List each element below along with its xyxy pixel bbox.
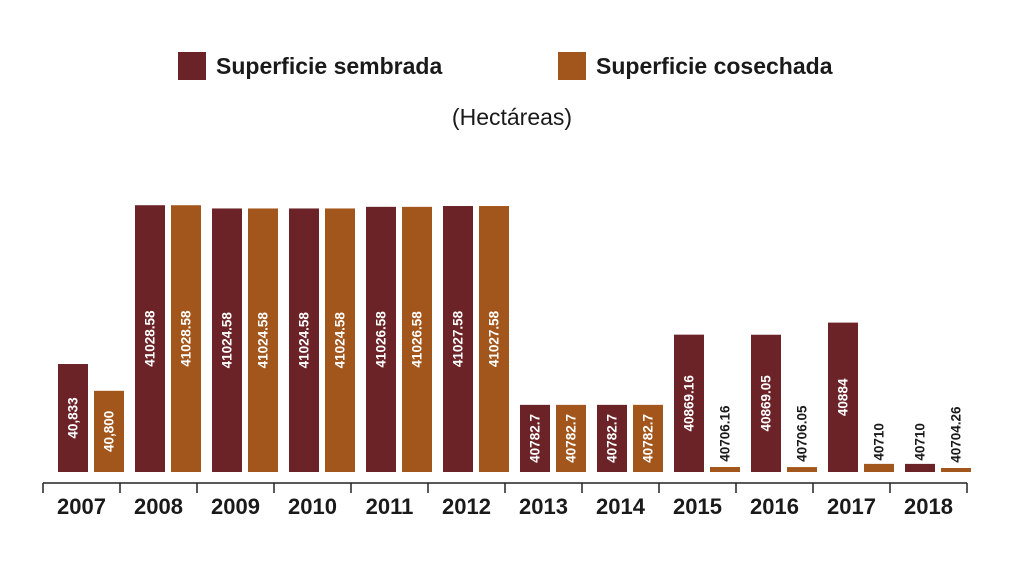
- legend: Superficie sembrada Superficie cosechada: [0, 52, 1024, 88]
- x-tick-label-2007: 2007: [57, 494, 106, 519]
- bar-sembrada-2016: [751, 334, 781, 472]
- data-label-sembrada-2014: 40782.7: [605, 414, 620, 463]
- bar-sembrada-2015: [674, 334, 704, 472]
- bar-cosechada-2011: [402, 206, 432, 472]
- data-label-cosechada-2008: 41028.58: [179, 310, 194, 367]
- data-label-sembrada-2007: 40,833: [66, 397, 81, 439]
- data-label-cosechada-2014: 40782.7: [641, 414, 656, 463]
- x-tick-label-2014: 2014: [596, 494, 646, 519]
- legend-swatch-cosechada: [558, 52, 586, 80]
- legend-swatch-sembrada: [178, 52, 206, 80]
- bar-sembrada-2010: [289, 208, 319, 472]
- bar-cosechada-2013: [556, 404, 586, 472]
- bar-cosechada-2017: [864, 463, 894, 472]
- data-label-cosechada-2015: 40706.16: [718, 405, 733, 462]
- legend-item-sembrada: Superficie sembrada: [178, 52, 442, 80]
- data-label-sembrada-2017: 40884: [836, 378, 851, 416]
- data-label-sembrada-2011: 41026.58: [374, 311, 389, 368]
- bar-sembrada-2014: [597, 404, 627, 472]
- x-tick-label-2012: 2012: [442, 494, 491, 519]
- x-tick-label-2015: 2015: [673, 494, 722, 519]
- chart-subtitle: (Hectáreas): [451, 104, 573, 130]
- data-label-sembrada-2008: 41028.58: [143, 310, 158, 367]
- legend-item-cosechada: Superficie cosechada: [558, 52, 833, 80]
- bar-cosechada-2012: [479, 206, 509, 472]
- bar-cosechada-2016: [787, 467, 817, 472]
- x-tick-label-2009: 2009: [211, 494, 260, 519]
- x-tick-label-2011: 2011: [366, 494, 414, 519]
- bar-sembrada-2017: [828, 322, 858, 472]
- x-tick-label-2016: 2016: [750, 494, 799, 519]
- bar-sembrada-2009: [212, 208, 242, 472]
- bar-cosechada-2007: [94, 390, 124, 472]
- data-label-sembrada-2018: 40710: [913, 423, 928, 461]
- bar-cosechada-2009: [248, 208, 278, 472]
- x-tick-label-2008: 2008: [134, 494, 183, 519]
- data-label-cosechada-2010: 41024.58: [333, 312, 348, 369]
- data-label-cosechada-2013: 40782.7: [564, 414, 579, 463]
- data-label-sembrada-2010: 41024.58: [297, 312, 312, 369]
- bar-cosechada-2018: [941, 468, 971, 472]
- data-label-sembrada-2013: 40782.7: [528, 414, 543, 463]
- legend-label-cosechada: Superficie cosechada: [596, 52, 833, 79]
- bar-sembrada-2018: [905, 463, 935, 472]
- x-tick-label-2017: 2017: [827, 494, 876, 519]
- bar-cosechada-2015: [710, 466, 740, 472]
- bar-cosechada-2014: [633, 404, 663, 472]
- bar-sembrada-2013: [520, 404, 550, 472]
- legend-label-sembrada: Superficie sembrada: [216, 52, 443, 79]
- data-label-cosechada-2009: 41024.58: [256, 312, 271, 369]
- data-label-cosechada-2012: 41027.58: [487, 310, 502, 367]
- data-label-cosechada-2016: 40706.05: [795, 405, 810, 462]
- x-tick-label-2010: 2010: [288, 494, 337, 519]
- bar-sembrada-2008: [135, 205, 165, 473]
- bar-sembrada-2012: [443, 206, 473, 472]
- x-tick-label-2018: 2018: [904, 494, 953, 519]
- data-label-cosechada-2018: 40704.26: [949, 406, 964, 463]
- data-label-cosechada-2011: 41026.58: [410, 311, 425, 368]
- data-label-sembrada-2016: 40869.05: [759, 375, 774, 432]
- data-label-sembrada-2012: 41027.58: [451, 310, 466, 367]
- x-tick-label-2013: 2013: [519, 494, 568, 519]
- data-label-sembrada-2009: 41024.58: [220, 312, 235, 369]
- data-label-sembrada-2015: 40869.16: [682, 375, 697, 432]
- data-label-cosechada-2007: 40,800: [102, 411, 117, 452]
- bar-cosechada-2010: [325, 208, 355, 472]
- bar-sembrada-2011: [366, 206, 396, 472]
- bar-cosechada-2008: [171, 205, 201, 473]
- bar-sembrada-2007: [58, 364, 88, 472]
- data-label-cosechada-2017: 40710: [872, 423, 887, 461]
